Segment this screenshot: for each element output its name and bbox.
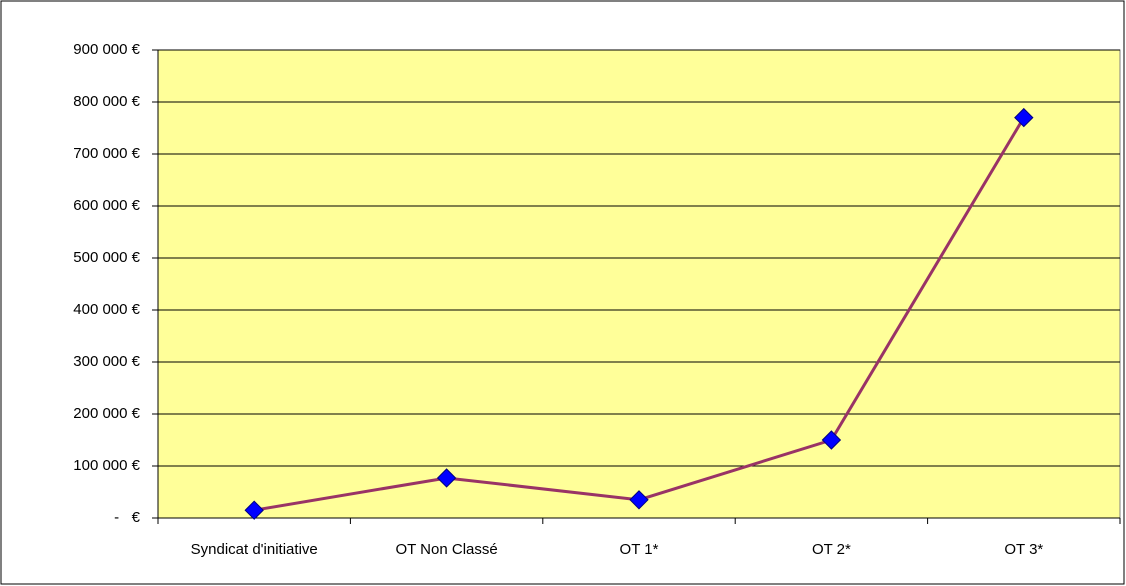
marker — [1014, 107, 1034, 128]
plot-area — [157, 49, 1121, 519]
marker — [629, 490, 649, 510]
x-tick-label: OT 3* — [1004, 541, 1043, 558]
y-tick-label: 700 000 € — [73, 145, 140, 162]
x-tick-label: Syndicat d'initiative — [191, 541, 318, 558]
y-tick-label: 200 000 € — [73, 405, 140, 422]
y-tick-label: - € — [114, 509, 140, 526]
y-tick-label: 100 000 € — [73, 457, 140, 474]
y-tick-label: 400 000 € — [73, 301, 140, 318]
y-tick-label: 900 000 € — [73, 41, 140, 58]
x-tick-label: OT 2* — [812, 541, 851, 558]
y-tick-label: 600 000 € — [73, 197, 140, 214]
y-tick-label: 500 000 € — [73, 249, 140, 266]
x-tick-label: OT 1* — [620, 541, 659, 558]
y-tick-label: 300 000 € — [73, 353, 140, 370]
x-tick-label: OT Non Classé — [395, 541, 497, 558]
y-tick-label: 800 000 € — [73, 93, 140, 110]
marker — [436, 468, 457, 488]
marker — [244, 500, 264, 520]
marker — [821, 430, 842, 450]
